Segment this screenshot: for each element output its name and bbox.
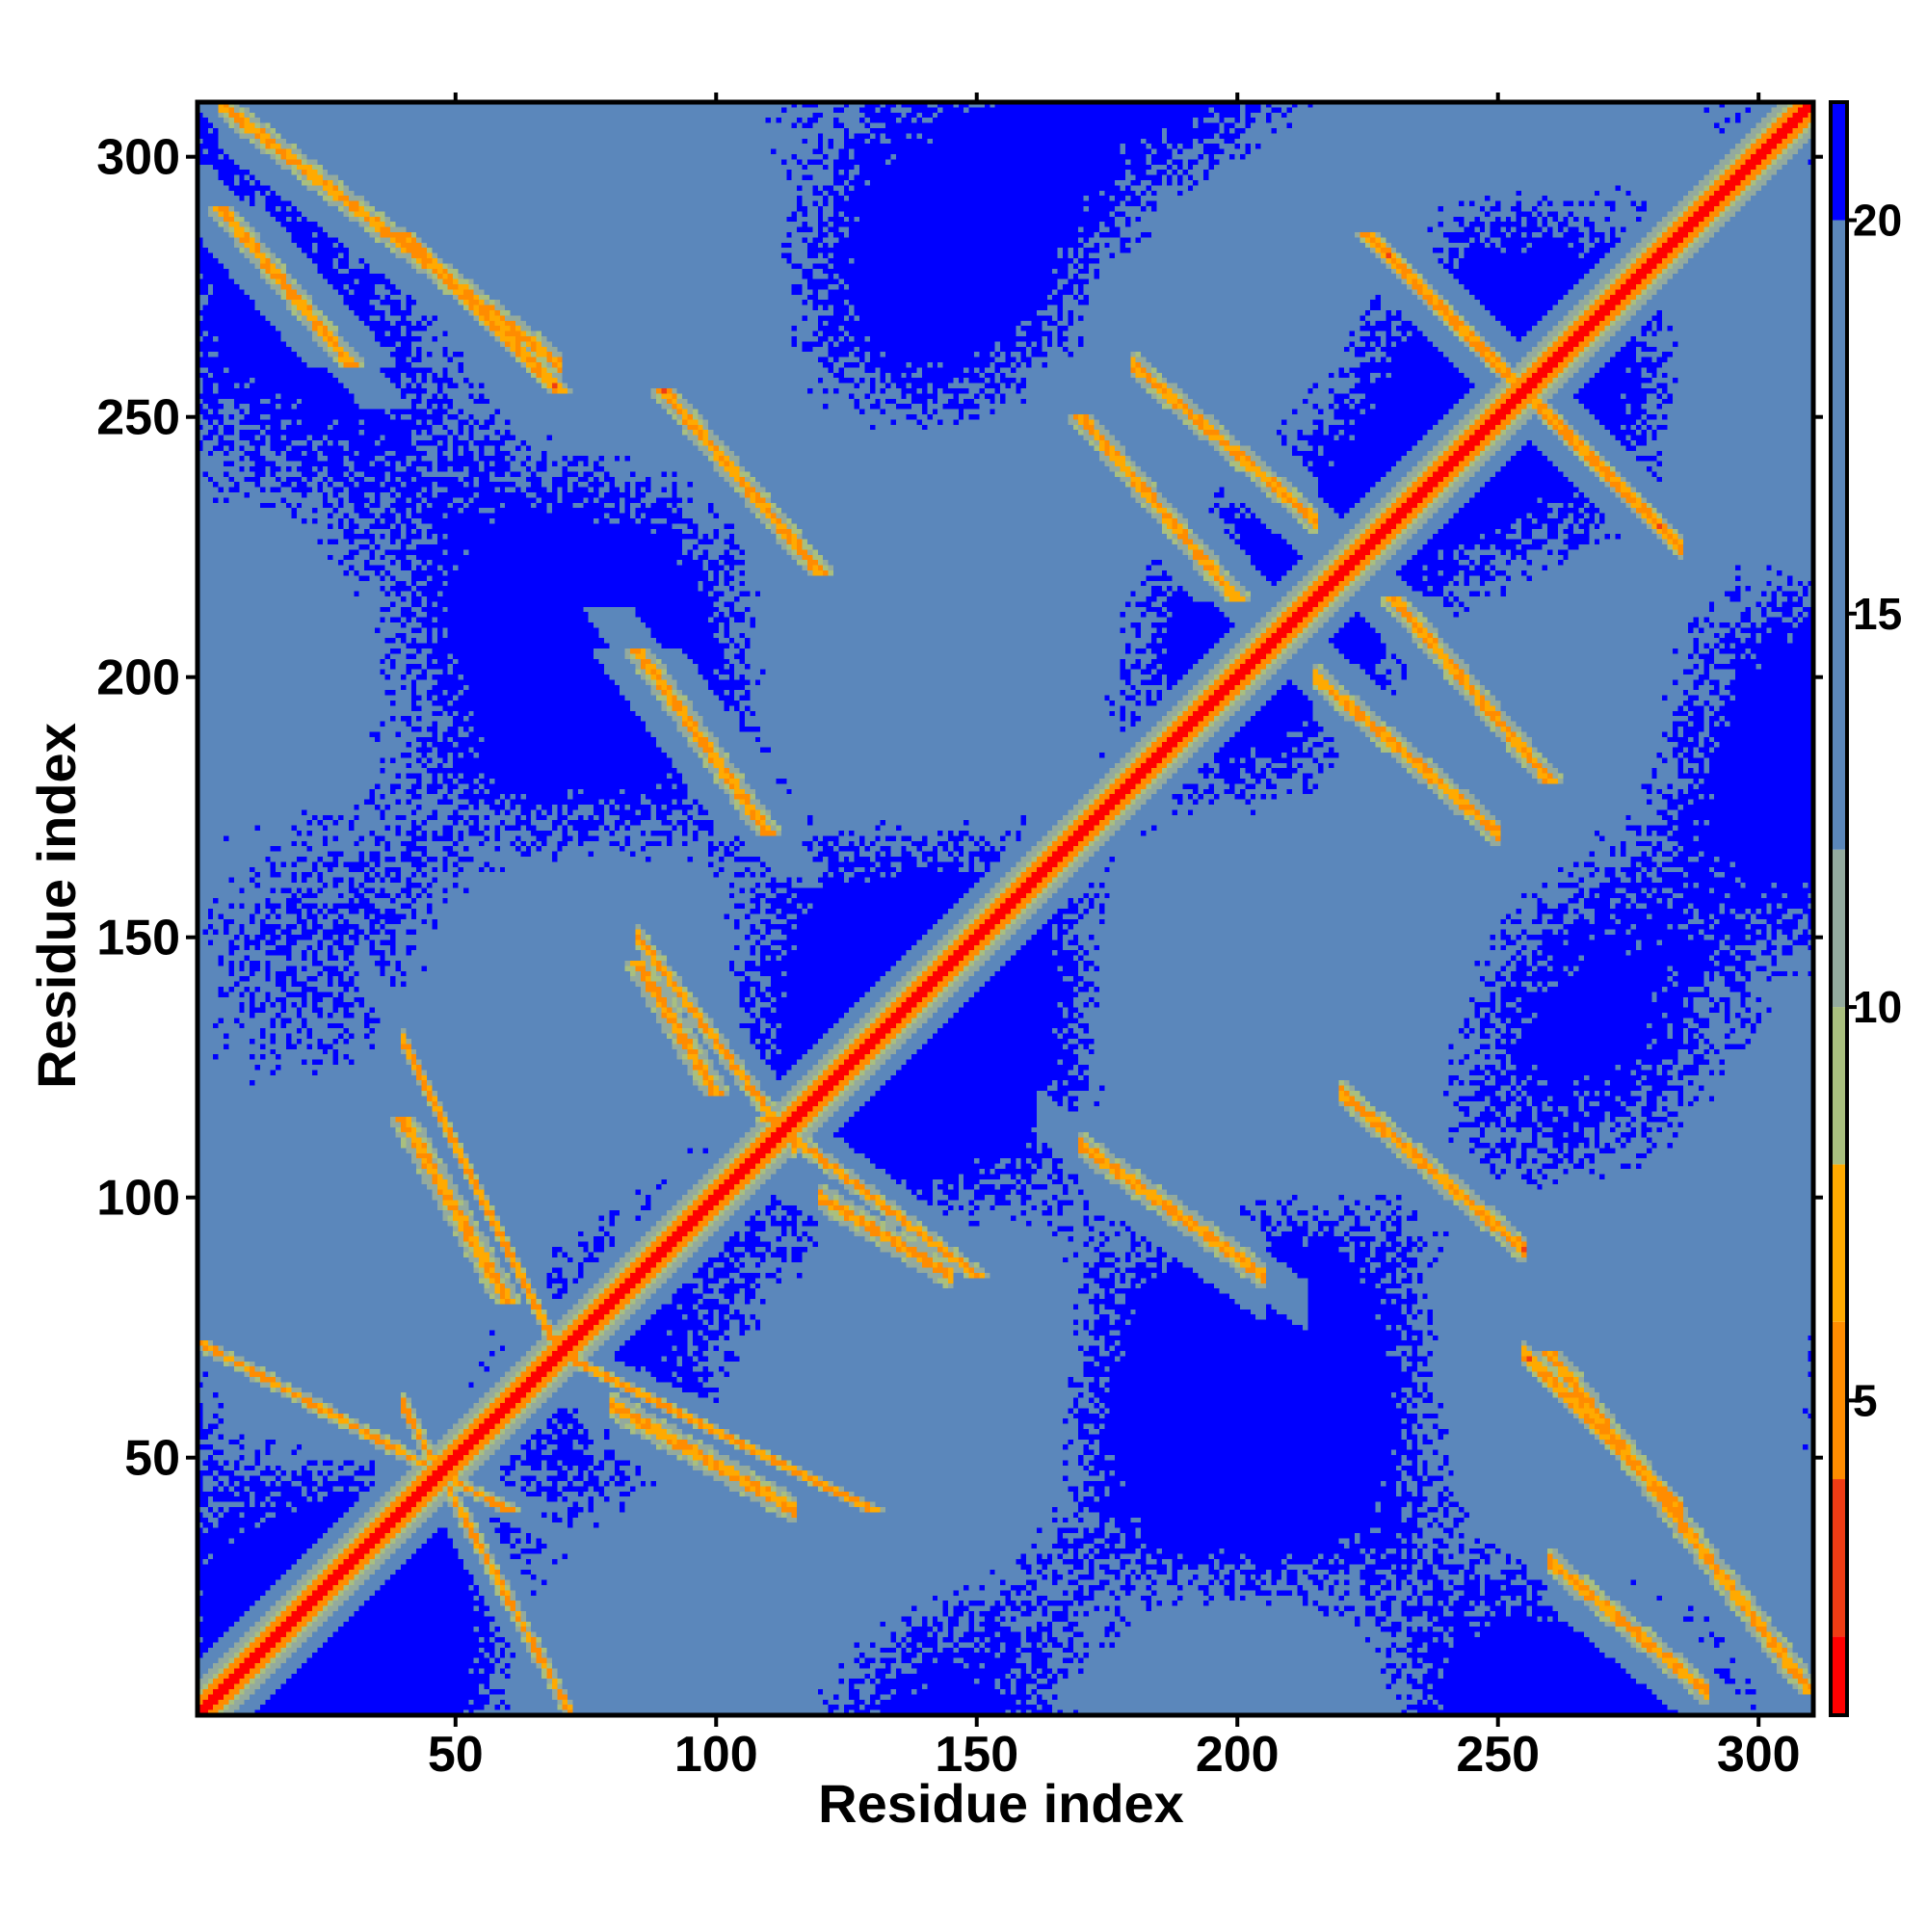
colorbar-tick-label: 20 <box>1853 195 1902 245</box>
colorbar-segment <box>1831 1164 1847 1322</box>
colorbar-tick-label: 5 <box>1853 1375 1878 1425</box>
y-tick-label: 200 <box>96 650 180 706</box>
colorbar-border <box>1829 100 1849 1717</box>
y-axis-label: Residue index <box>26 723 87 1089</box>
y-axis: 50 100 150 200 250 300 <box>96 130 1823 1487</box>
colorbar-segment <box>1831 1321 1847 1480</box>
x-tick-label: 100 <box>674 1727 758 1783</box>
heatmap-plot-area <box>198 102 1813 1715</box>
x-axis: 50 100 150 200 250 300 <box>428 93 1801 1783</box>
colorbar-segment <box>1831 1636 1847 1715</box>
y-tick-label: 250 <box>96 390 180 446</box>
x-tick-label: 50 <box>428 1727 484 1783</box>
y-tick-label: 100 <box>96 1171 180 1227</box>
x-tick-label: 150 <box>935 1727 1018 1783</box>
x-tick-label: 300 <box>1717 1727 1801 1783</box>
y-tick-label: 150 <box>96 911 180 966</box>
heatmap-image <box>198 102 1813 1715</box>
x-tick-label: 200 <box>1196 1727 1280 1783</box>
colorbar-tick-label: 10 <box>1853 982 1902 1032</box>
colorbar: 5 10 15 20 <box>1829 100 1902 1717</box>
colorbar-tick-label: 15 <box>1853 589 1902 639</box>
colorbar-segment <box>1831 102 1847 221</box>
x-axis-label: Residue index <box>818 1773 1184 1834</box>
y-tick-label: 50 <box>124 1431 180 1487</box>
plot-frame <box>195 99 1816 1718</box>
colorbar-segment <box>1831 1479 1847 1637</box>
colorbar-segment <box>1831 220 1847 850</box>
x-tick-label: 250 <box>1456 1727 1540 1783</box>
colorbar-segment <box>1831 1007 1847 1165</box>
colorbar-segment <box>1831 849 1847 1008</box>
y-tick-label: 300 <box>96 130 180 186</box>
plot-border <box>195 99 1816 1718</box>
